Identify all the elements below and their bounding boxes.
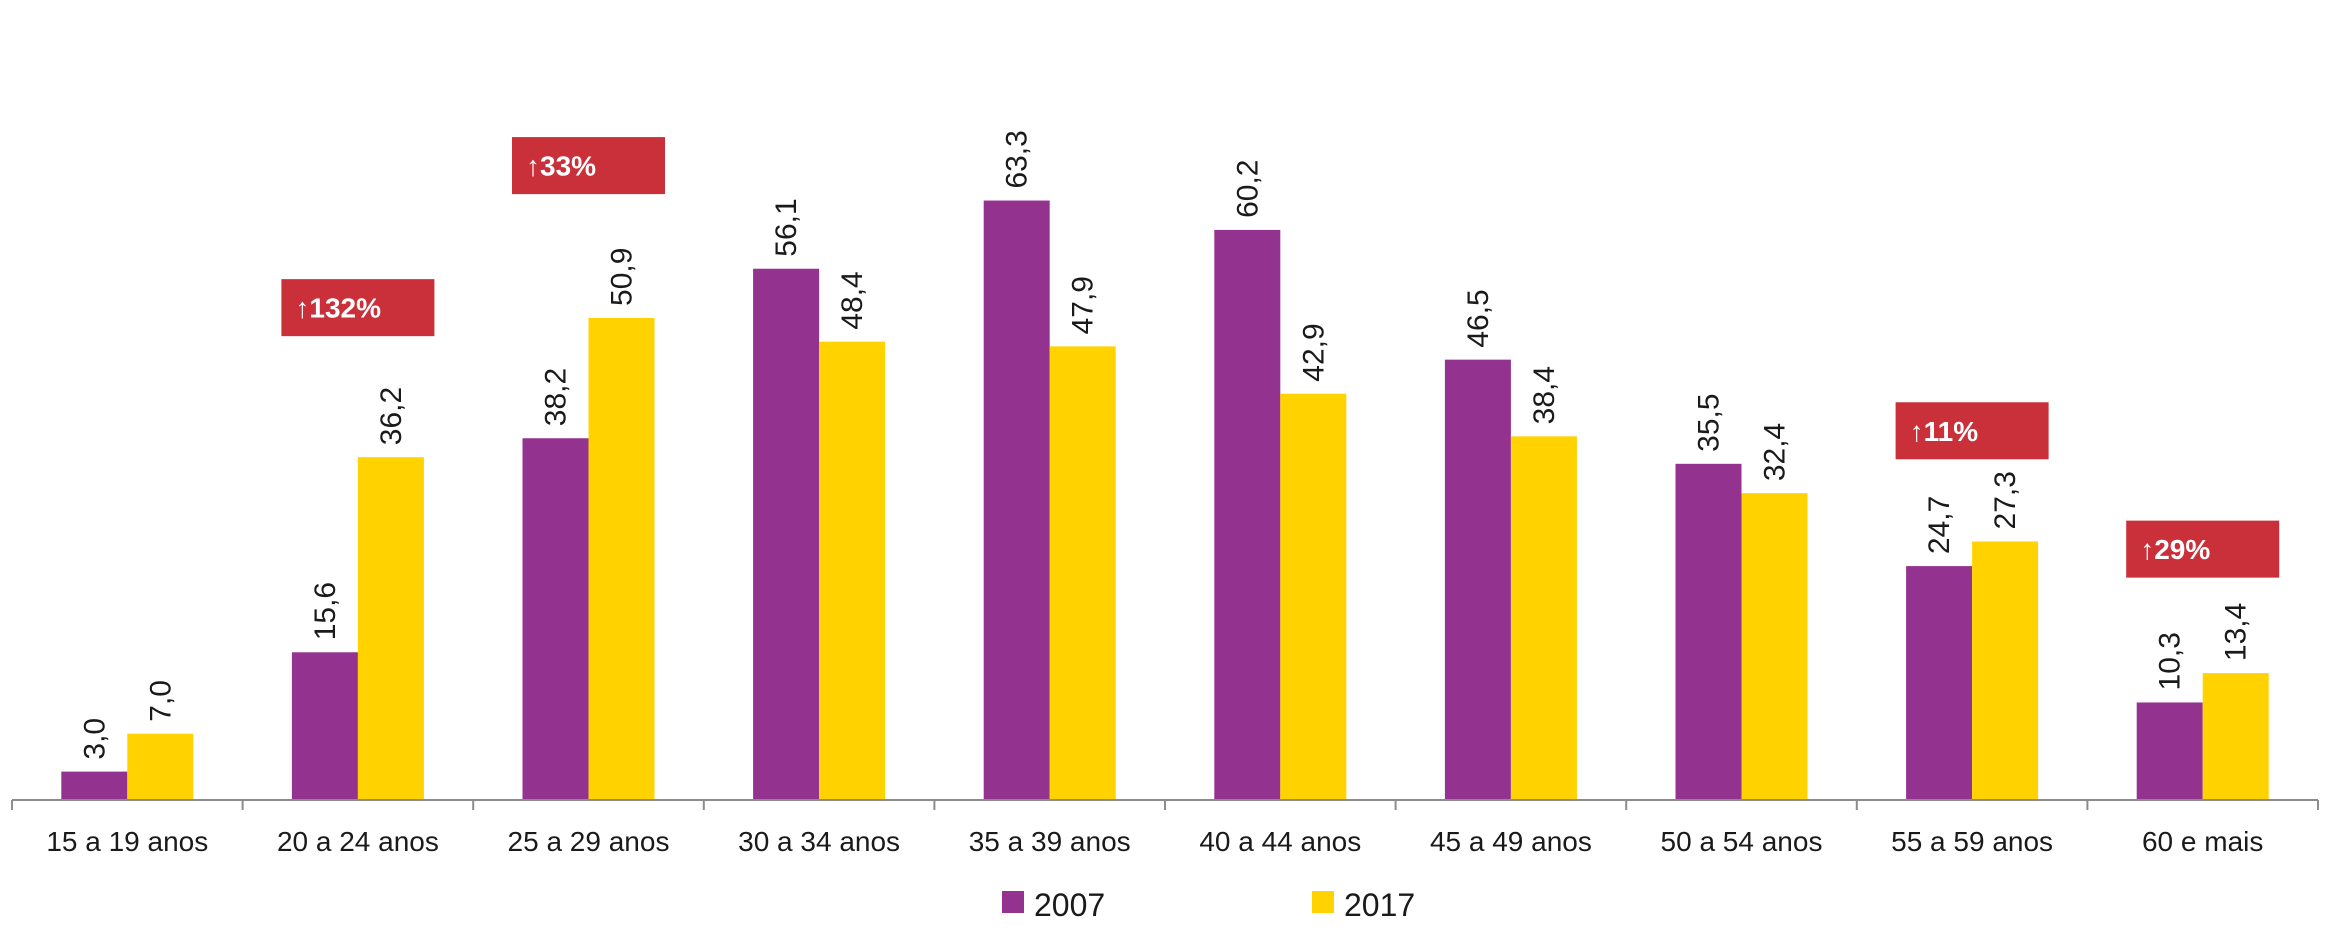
data-label-2017-6: 42,9	[1297, 323, 1330, 381]
data-label-2017-9: 27,3	[1989, 471, 2022, 529]
growth-badge-text: ↑33%	[526, 151, 596, 182]
growth-badge-4: ↑29%	[2126, 520, 2280, 578]
data-label-2007-10: 10,3	[2154, 632, 2187, 690]
growth-badge-box	[281, 279, 435, 337]
growth-badge-box	[1895, 402, 2049, 460]
bar-2007-3	[522, 438, 589, 800]
x-tick-label-5: 35 a 39 anos	[969, 826, 1131, 857]
data-label-2007-4: 56,1	[770, 198, 803, 256]
bar-2007-5	[983, 200, 1050, 800]
data-label-2017-7: 38,4	[1528, 366, 1561, 424]
bar-2017-7	[1510, 436, 1577, 800]
data-label-2007-1: 3,0	[78, 718, 111, 760]
bar-2017-3	[588, 317, 655, 800]
bar-2007-4	[753, 268, 820, 800]
x-tick-label-9: 55 a 59 anos	[1891, 826, 2053, 857]
x-tick-label-1: 15 a 19 anos	[46, 826, 208, 857]
bar-2017-9	[1972, 541, 2039, 800]
bar-2007-2	[291, 652, 358, 800]
growth-badge-text: ↑11%	[1910, 416, 1979, 447]
bar-2017-6	[1280, 393, 1347, 800]
x-tick-label-4: 30 a 34 anos	[738, 826, 900, 857]
x-axis: 15 a 19 anos 20 a 24 anos 25 a 29 anos 30 a…	[11, 799, 2319, 857]
bar-2007-9	[1906, 566, 1973, 800]
data-label-2017-10: 13,4	[2220, 603, 2253, 661]
bar-2017-2	[357, 457, 424, 800]
bars-layer	[61, 200, 2269, 800]
bar-2017-10	[2202, 673, 2269, 800]
data-label-2007-6: 60,2	[1231, 160, 1264, 218]
x-tick-label-6: 40 a 44 anos	[1199, 826, 1361, 857]
growth-badge-2: ↑33%	[512, 137, 665, 195]
data-label-2007-5: 63,3	[1001, 130, 1034, 188]
growth-badge-text: ↑29%	[2140, 534, 2210, 565]
data-labels-layer: 3,0 7,0 15,6 36,2 38,2 50,9 56,1 48,4 63,3 47,9 60…	[78, 130, 2252, 759]
bar-2007-8	[1675, 463, 1742, 800]
x-tick-label-7: 45 a 49 anos	[1430, 826, 1592, 857]
bar-2017-8	[1741, 493, 1808, 800]
data-label-2017-5: 47,9	[1067, 276, 1100, 334]
data-label-2007-3: 38,2	[540, 368, 573, 426]
growth-badge-box	[2126, 520, 2280, 578]
legend-label-2017: 2017	[1344, 887, 1415, 923]
legend: 2007 2017	[1002, 887, 1415, 923]
legend-swatch-2017	[1312, 891, 1334, 913]
annotations-layer: ↑132% ↑33% ↑11% ↑29%	[281, 137, 2280, 578]
growth-badge-text: ↑132%	[295, 293, 381, 324]
x-tick-label-10: 60 e mais	[2142, 826, 2263, 857]
legend-label-2007: 2007	[1034, 887, 1105, 923]
legend-swatch-2007	[1002, 891, 1024, 913]
growth-badge-box	[512, 137, 665, 195]
x-tick-label-2: 20 a 24 anos	[277, 826, 439, 857]
data-label-2017-4: 48,4	[836, 271, 869, 329]
x-tick-label-3: 25 a 29 anos	[508, 826, 670, 857]
bar-2007-6	[1214, 229, 1281, 800]
data-label-2007-2: 15,6	[309, 582, 342, 640]
x-tick-label-8: 50 a 54 anos	[1661, 826, 1823, 857]
growth-badge-1: ↑132%	[281, 279, 435, 337]
bar-2017-1	[127, 733, 194, 800]
bar-2007-1	[61, 771, 128, 800]
data-label-2007-7: 46,5	[1462, 289, 1495, 347]
data-label-2017-1: 7,0	[144, 680, 177, 722]
bar-2007-7	[1444, 359, 1511, 800]
growth-badge-3: ↑11%	[1895, 402, 2049, 460]
bar-2017-5	[1049, 346, 1116, 800]
data-label-2017-2: 36,2	[375, 387, 408, 445]
data-label-2017-3: 50,9	[606, 248, 639, 306]
data-label-2007-8: 35,5	[1693, 393, 1726, 451]
data-label-2017-8: 32,4	[1759, 423, 1792, 481]
data-label-2007-9: 24,7	[1923, 496, 1956, 554]
bar-2007-10	[2136, 702, 2203, 800]
bar-2017-4	[819, 341, 886, 800]
